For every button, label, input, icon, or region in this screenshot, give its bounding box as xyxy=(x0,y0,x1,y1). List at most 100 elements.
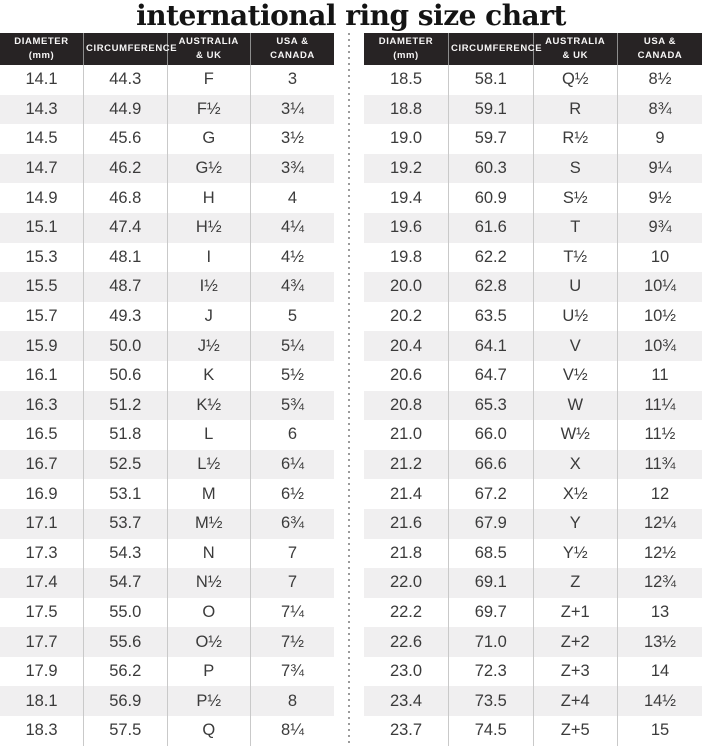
table-row: 21.0 66.0 W½ 11½ xyxy=(364,420,702,450)
table-cell: 44.3 xyxy=(83,65,168,95)
table-cell: 19.0 xyxy=(364,124,449,154)
table-cell: 15.3 xyxy=(0,242,84,273)
table-cell: 74.5 xyxy=(448,716,534,746)
tables-container: DIAMETER (mm) CIRCUMFERENCE AUSTRALIA & UK US… xyxy=(0,33,702,746)
table-cell: 12 xyxy=(650,484,670,503)
table-cell: J xyxy=(167,301,251,332)
table-cell: 14.9 xyxy=(0,183,84,213)
table-cell: 15.5 xyxy=(0,272,84,302)
table-cell: O½ xyxy=(167,627,251,657)
table-cell: 14.1 xyxy=(0,65,84,95)
table-cell: Z+2 xyxy=(533,627,618,657)
table-cell: 12¼ xyxy=(643,514,677,533)
table-cell: K xyxy=(167,360,251,391)
table-cell: V½ xyxy=(533,360,618,391)
table-row: 14.7 46.2 G½ 3¾ xyxy=(0,153,334,184)
table-cell: 21.6 xyxy=(364,508,449,539)
table-row: 19.0 59.7 R½ 9 xyxy=(364,124,702,154)
table-header: DIAMETER (mm) CIRCUMFERENCE AUSTRALIA & UK US… xyxy=(364,33,702,65)
table-row: 17.1 53.7 M½ 6¾ xyxy=(0,508,334,539)
table-cell: 5 xyxy=(287,307,298,326)
page-title: international ring size chart xyxy=(136,0,566,32)
table-row: 20.8 65.3 W 11¼ xyxy=(364,390,702,421)
table-cell: 52.5 xyxy=(83,449,168,480)
table-row: 15.1 47.4 H½ 4¼ xyxy=(0,212,334,243)
table-row: 22.2 69.7 Z+1 13 xyxy=(364,597,702,628)
table-row: 17.9 56.2 P 7¾ xyxy=(0,656,334,687)
table-body: 18.5 58.1 Q½ 8½ 18.8 59.1 R 8¾ 19.0 59.7 R½ 9 19.2 60… xyxy=(364,65,702,746)
header-row: DIAMETER (mm) CIRCUMFERENCE AUSTRALIA & UK US… xyxy=(0,33,334,65)
table-row: 19.8 62.2 T½ 10 xyxy=(364,242,702,273)
table-cell: 12½ xyxy=(643,543,677,562)
table-row: 20.0 62.8 U 10¼ xyxy=(364,272,702,302)
table-cell: 8 xyxy=(287,691,298,710)
table-cell: M xyxy=(167,479,251,509)
table-cell: G½ xyxy=(167,153,251,184)
table-row: 21.6 67.9 Y 12¼ xyxy=(364,508,702,539)
table-cell: 22.2 xyxy=(364,597,449,628)
table-cell: 8½ xyxy=(648,70,672,89)
table-cell: 11 xyxy=(651,366,669,385)
table-cell: 63.5 xyxy=(448,301,534,332)
table-row: 20.4 64.1 V 10¾ xyxy=(364,331,702,361)
table-cell: 11½ xyxy=(644,425,676,444)
table-header: DIAMETER (mm) CIRCUMFERENCE AUSTRALIA & UK US… xyxy=(0,33,334,65)
table-cell: L xyxy=(167,420,251,450)
table-cell: Z xyxy=(533,568,618,598)
table-cell: 19.8 xyxy=(364,242,449,273)
table-cell: 68.5 xyxy=(448,538,534,569)
table-cell: 14 xyxy=(650,662,670,681)
table-cell: 20.0 xyxy=(364,272,449,302)
table-cell: 66.6 xyxy=(448,449,534,480)
table-cell: 50.0 xyxy=(83,331,168,361)
table-cell: 5¾ xyxy=(281,395,304,414)
table-cell: 10¾ xyxy=(643,336,677,355)
table-cell: 50.6 xyxy=(83,360,168,391)
table-cell: 4 xyxy=(287,188,298,207)
table-cell: 55.0 xyxy=(83,597,168,628)
table-cell: 15 xyxy=(650,721,670,740)
table-cell: 62.8 xyxy=(448,272,534,302)
table-cell: X½ xyxy=(533,479,618,509)
table-cell: M½ xyxy=(167,508,251,539)
table-cell: 53.1 xyxy=(83,479,168,509)
dotted-divider xyxy=(334,33,364,746)
table-cell: 60.3 xyxy=(448,153,534,184)
table-cell: 18.1 xyxy=(0,686,84,717)
table-cell: 9¾ xyxy=(648,218,672,237)
table-row: 19.6 61.6 T 9¾ xyxy=(364,212,702,243)
table-cell: 61.6 xyxy=(448,212,534,243)
table-cell: 5¼ xyxy=(281,336,304,355)
table-cell: G xyxy=(167,124,251,154)
table-cell: Y½ xyxy=(533,538,618,569)
table-cell: 4¼ xyxy=(281,218,304,237)
table-cell: 67.2 xyxy=(448,479,534,509)
table-cell: W xyxy=(533,390,618,421)
table-cell: 9 xyxy=(655,129,665,148)
table-cell: 7½ xyxy=(281,632,304,651)
header-row: DIAMETER (mm) CIRCUMFERENCE AUSTRALIA & UK US… xyxy=(364,33,702,65)
table-cell: 21.2 xyxy=(364,449,449,480)
table-cell: Q xyxy=(167,716,251,746)
table-cell: Z+4 xyxy=(533,686,618,717)
table-cell: T xyxy=(533,212,618,243)
table-cell: L½ xyxy=(167,449,251,480)
table-cell: 17.4 xyxy=(0,568,84,598)
table-cell: 6¾ xyxy=(281,514,304,533)
table-row: 23.4 73.5 Z+4 14½ xyxy=(364,686,702,717)
table-cell: F xyxy=(167,65,251,95)
table-cell: Z+3 xyxy=(533,656,618,687)
table-row: 18.8 59.1 R 8¾ xyxy=(364,94,702,125)
table-cell: 17.1 xyxy=(0,508,84,539)
table-cell: 21.4 xyxy=(364,479,449,509)
table-cell: 13 xyxy=(650,602,670,621)
table-cell: P½ xyxy=(167,686,251,717)
table-cell: H½ xyxy=(167,212,251,243)
table-cell: 16.9 xyxy=(0,479,84,509)
table-cell: 7 xyxy=(287,573,298,592)
table-cell: 49.3 xyxy=(83,301,168,332)
table-cell: 7 xyxy=(287,543,298,562)
column-header: DIAMETER (mm) xyxy=(0,33,84,65)
table-row: 18.3 57.5 Q 8¼ xyxy=(0,716,334,746)
